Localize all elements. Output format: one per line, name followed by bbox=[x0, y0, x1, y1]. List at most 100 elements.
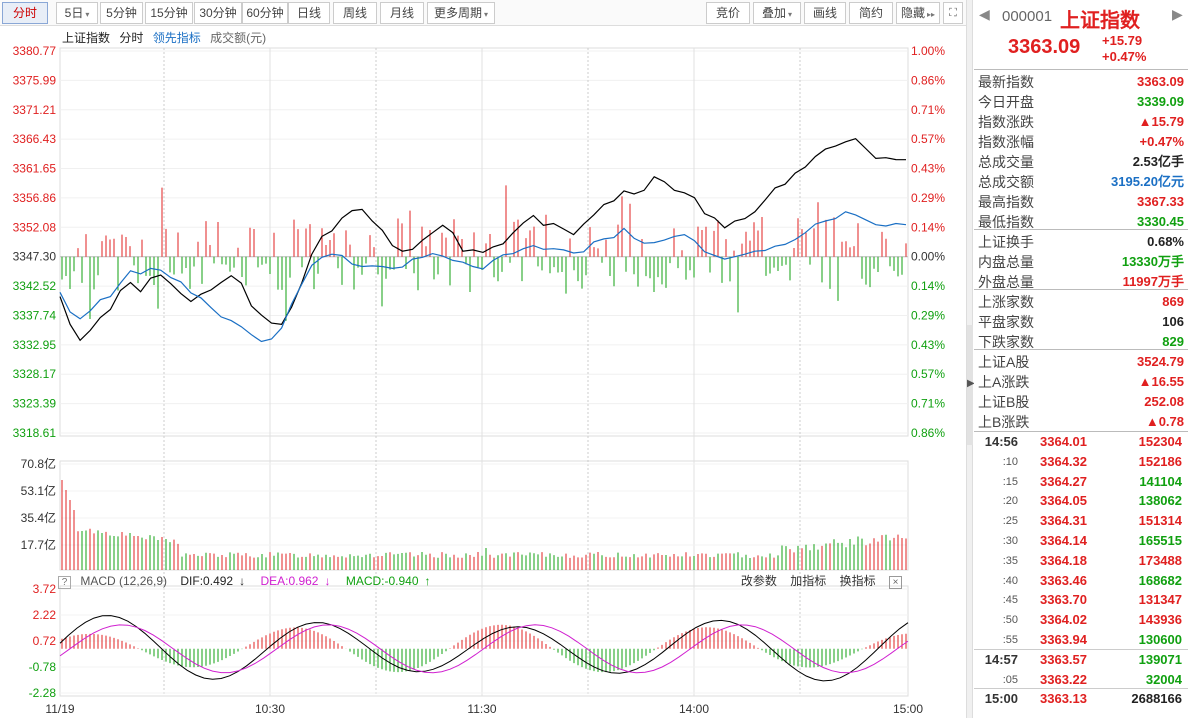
current-price: 3363.09 bbox=[1008, 36, 1081, 58]
chart-area[interactable]: 3380.77 1.00% 3375.99 0.86% 3371.21 0.71% 3366… bbox=[0, 26, 966, 718]
overlay-button[interactable]: 叠加 ▾ bbox=[753, 2, 801, 24]
info-row: 最新指数 3363.09 bbox=[978, 72, 1184, 92]
price-frame bbox=[59, 47, 909, 437]
tick-volume: 151314 bbox=[1138, 513, 1182, 529]
pct-tick-label: 0.00% bbox=[911, 250, 945, 264]
tick-time: 14:57 bbox=[984, 651, 1018, 667]
tick-price: 3364.14 bbox=[1040, 533, 1087, 548]
stock-name: 上证指数 bbox=[1060, 10, 1140, 32]
info-label: 下跌家数 bbox=[978, 334, 1034, 350]
tab-15min[interactable]: 15分钟 bbox=[145, 2, 193, 24]
info-value: 3195.20亿元 bbox=[1111, 174, 1184, 189]
volume-frame bbox=[59, 460, 909, 571]
tick-time: :10 bbox=[1002, 455, 1018, 468]
info-label: 指数涨幅 bbox=[978, 134, 1034, 150]
volume-tick-label: 17.7亿 bbox=[21, 537, 56, 552]
tick-volume: 152304 bbox=[1138, 434, 1182, 449]
tick-volume: 173488 bbox=[1138, 552, 1182, 568]
fullscreen-icon[interactable]: ⛶ bbox=[943, 2, 963, 24]
info-value: 13330万手 bbox=[1121, 254, 1184, 269]
info-value: ▲15.79 bbox=[1138, 114, 1184, 129]
legend-lead-indicator[interactable]: 领先指标 bbox=[152, 31, 201, 45]
collapse-arrow-icon[interactable]: ▶ bbox=[967, 378, 975, 389]
pct-tick-label: 0.14% bbox=[911, 220, 945, 234]
price-tick-label: 3352.08 bbox=[13, 220, 57, 234]
divider bbox=[974, 688, 1188, 690]
price-tick-label: 3332.95 bbox=[13, 338, 57, 352]
price-tick-label: 3371.21 bbox=[13, 103, 57, 117]
draw-line-button[interactable]: 画线 bbox=[804, 2, 846, 24]
info-label: 上A涨跌 bbox=[978, 374, 1030, 390]
tick-price: 3363.57 bbox=[1040, 651, 1087, 667]
macd-name: MACD (12,26,9) bbox=[80, 574, 168, 588]
tab-intraday[interactable]: 分时 bbox=[2, 2, 48, 24]
info-row: 最高指数 3367.33 bbox=[978, 192, 1184, 212]
tab-5day[interactable]: 5日 ▾ bbox=[56, 2, 98, 24]
prev-stock-icon[interactable]: ◀ bbox=[979, 6, 990, 22]
macd-tick-label: 0.72 bbox=[33, 634, 57, 648]
macd-actions: 改参数 加指标 换指标 × bbox=[737, 572, 908, 590]
tick-time: :30 bbox=[1002, 535, 1018, 547]
tick-row: :20 3364.05 138062 bbox=[978, 491, 1184, 511]
splitter-handle[interactable] bbox=[967, 325, 973, 445]
info-row: 内盘总量 13330万手 bbox=[978, 252, 1184, 272]
legend-amount: 成交额(元) bbox=[210, 31, 267, 45]
close-icon[interactable]: × bbox=[889, 576, 902, 589]
switch-indicator-button[interactable]: 换指标 bbox=[839, 574, 876, 588]
info-value: 829 bbox=[1162, 334, 1184, 349]
tick-row: 15:00 3363.13 2688166 bbox=[978, 689, 1184, 709]
tick-volume: 138062 bbox=[1138, 493, 1182, 509]
info-value: 3367.33 bbox=[1137, 194, 1184, 209]
tab-5min[interactable]: 5分钟 bbox=[100, 2, 143, 24]
volume-tick-label: 53.1亿 bbox=[21, 483, 56, 498]
tick-price: 3364.32 bbox=[1040, 453, 1087, 469]
tick-time: :45 bbox=[1002, 594, 1018, 607]
tick-volume: 139071 bbox=[1138, 651, 1182, 667]
tick-row: :25 3364.31 151314 bbox=[978, 511, 1184, 531]
info-row: 今日开盘 3339.09 bbox=[978, 92, 1184, 112]
hide-button[interactable]: 隐藏 ▸▸ bbox=[896, 2, 940, 24]
tick-price: 3364.01 bbox=[1040, 434, 1087, 449]
pct-tick-label: 0.29% bbox=[911, 191, 945, 205]
tick-time: :20 bbox=[1002, 495, 1018, 508]
info-value: 3339.09 bbox=[1137, 94, 1184, 109]
tab-more-periods[interactable]: 更多周期 ▾ bbox=[427, 2, 495, 24]
info-value: 106 bbox=[1162, 314, 1184, 329]
tab-30min[interactable]: 30分钟 bbox=[194, 2, 242, 24]
intraday-chart[interactable]: 3380.77 1.00% 3375.99 0.86% 3371.21 0.71% 3366… bbox=[0, 26, 966, 718]
add-indicator-button[interactable]: 加指标 bbox=[790, 574, 827, 588]
next-stock-icon[interactable]: ▶ bbox=[1172, 6, 1183, 22]
help-icon[interactable]: ? bbox=[58, 576, 71, 589]
info-label: 最新指数 bbox=[978, 74, 1034, 90]
tick-row: 14:57 3363.57 139071 bbox=[978, 650, 1184, 670]
price-tick-label: 3361.65 bbox=[13, 162, 57, 176]
divider bbox=[974, 648, 1188, 650]
tab-weekly[interactable]: 周线 bbox=[333, 2, 377, 24]
info-value: 3524.79 bbox=[1137, 354, 1184, 369]
tab-60min[interactable]: 60分钟 bbox=[242, 2, 288, 24]
info-row: 上证B股 252.08 bbox=[978, 392, 1184, 412]
volume-tick-label: 70.8亿 bbox=[21, 456, 56, 471]
price-tick-label: 3356.86 bbox=[13, 191, 57, 205]
tick-price: 3363.94 bbox=[1040, 632, 1087, 647]
tick-price: 3364.27 bbox=[1040, 473, 1087, 489]
panel-splitter[interactable]: ▶ bbox=[966, 0, 975, 718]
stock-code: 000001 bbox=[1002, 8, 1053, 25]
info-row: 指数涨幅 +0.47% bbox=[978, 132, 1184, 152]
auction-button[interactable]: 竞价 bbox=[706, 2, 750, 24]
tab-daily[interactable]: 日线 bbox=[288, 2, 330, 24]
info-value: 2.53亿手 bbox=[1132, 154, 1184, 169]
pct-tick-label: 1.00% bbox=[911, 44, 945, 58]
chevron-down-icon: ▾ bbox=[85, 10, 90, 19]
divider bbox=[974, 229, 1188, 230]
tick-row: :15 3364.27 141104 bbox=[978, 472, 1184, 492]
edit-params-button[interactable]: 改参数 bbox=[740, 574, 777, 588]
tick-price: 3364.18 bbox=[1040, 552, 1087, 568]
tab-monthly[interactable]: 月线 bbox=[380, 2, 424, 24]
info-row: 总成交额 3195.20亿元 bbox=[978, 172, 1184, 192]
tick-row: :05 3363.22 32004 bbox=[978, 670, 1184, 690]
arrow-down-icon: ↓ bbox=[239, 574, 246, 588]
arrow-up-icon: ↑ bbox=[424, 574, 431, 588]
simple-mode-button[interactable]: 简约 bbox=[849, 2, 893, 24]
